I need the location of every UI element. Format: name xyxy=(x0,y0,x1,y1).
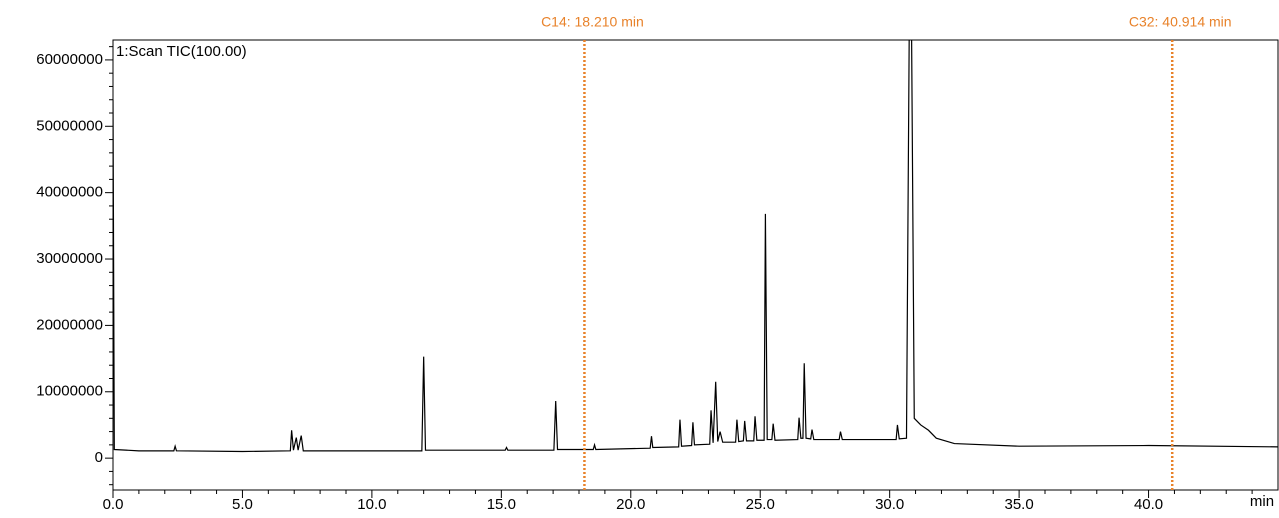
x-tick-label: 20.0 xyxy=(616,496,645,513)
x-tick-label: 15.0 xyxy=(487,496,516,513)
series-line xyxy=(113,40,1278,453)
x-tick-label: 0.0 xyxy=(103,496,124,513)
x-tick-label: 25.0 xyxy=(746,496,775,513)
y-tick-label: 50000000 xyxy=(36,117,103,134)
y-tick-label: 30000000 xyxy=(36,250,103,267)
plot-frame xyxy=(112,39,1279,491)
x-tick-label: 40.0 xyxy=(1134,496,1163,513)
x-tick-label: 5.0 xyxy=(232,496,253,513)
y-tick-label: 40000000 xyxy=(36,184,103,201)
y-tick-label: 60000000 xyxy=(36,51,103,68)
y-tick-label: 10000000 xyxy=(36,383,103,400)
x-tick-label: 30.0 xyxy=(875,496,904,513)
y-tick-label: 20000000 xyxy=(36,316,103,333)
y-tick-label: 0 xyxy=(95,449,103,466)
x-tick-label: 35.0 xyxy=(1005,496,1034,513)
marker-label: C14: 18.210 min xyxy=(541,14,644,30)
marker-label: C32: 40.914 min xyxy=(1129,14,1232,30)
x-tick-label: 10.0 xyxy=(357,496,386,513)
x-axis-label: min xyxy=(1250,493,1274,510)
series-label: 1:Scan TIC(100.00) xyxy=(116,43,247,60)
